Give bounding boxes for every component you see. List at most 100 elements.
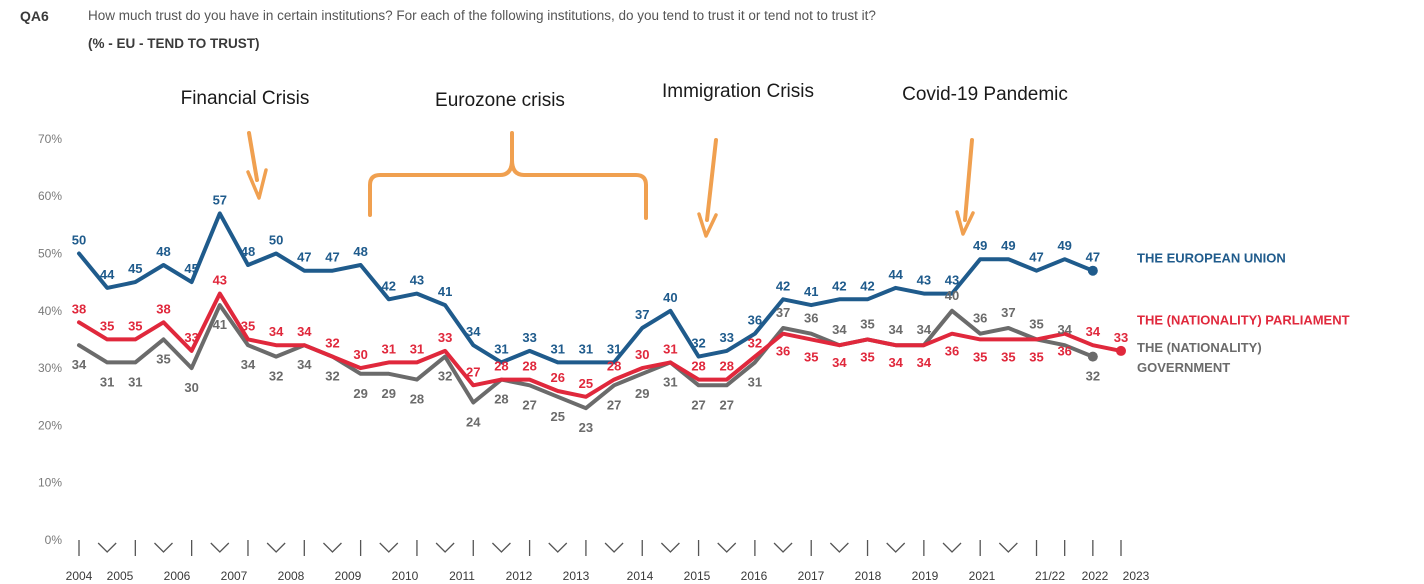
data-label-parliament: 32 xyxy=(325,336,339,351)
data-label-government: 31 xyxy=(100,374,114,389)
data-label-eu: 34 xyxy=(466,324,481,339)
data-label-parliament: 33 xyxy=(184,330,198,345)
x-tick-label: 2007 xyxy=(221,569,248,583)
data-label-eu: 31 xyxy=(551,341,565,356)
x-tick-label: 2017 xyxy=(798,569,825,583)
data-label-eu: 44 xyxy=(888,267,903,282)
data-label-parliament: 28 xyxy=(522,359,536,374)
annotation-financial-crisis: Financial Crisis xyxy=(181,88,310,109)
data-label-parliament: 35 xyxy=(100,318,114,333)
data-label-government: 34 xyxy=(241,357,256,372)
data-label-eu: 47 xyxy=(1029,250,1043,265)
data-label-government: 28 xyxy=(494,392,508,407)
data-label-parliament: 34 xyxy=(888,355,903,370)
data-label-government: 34 xyxy=(297,357,312,372)
x-tick-label: 2009 xyxy=(335,569,362,583)
x-tick-mark xyxy=(491,542,511,553)
y-tick-label: 30% xyxy=(38,361,62,375)
x-tick-mark xyxy=(660,542,680,553)
data-label-parliament: 36 xyxy=(945,344,959,359)
data-label-eu: 41 xyxy=(438,284,452,299)
data-label-parliament: 35 xyxy=(1029,349,1043,364)
data-label-eu: 31 xyxy=(579,341,593,356)
data-label-parliament: 28 xyxy=(691,359,705,374)
x-tick-label: 2014 xyxy=(627,569,654,583)
data-label-eu: 41 xyxy=(804,284,818,299)
x-tick-label: 2013 xyxy=(563,569,590,583)
data-label-parliament: 35 xyxy=(804,349,818,364)
data-label-parliament: 30 xyxy=(635,347,649,362)
series-line-government xyxy=(77,303,1095,411)
arrowhead-financial-crisis xyxy=(246,168,268,200)
data-label-eu: 47 xyxy=(297,250,311,265)
data-label-parliament: 35 xyxy=(973,349,987,364)
data-label-government: 40 xyxy=(945,288,959,303)
series-name-eu: THE EUROPEAN UNION xyxy=(1137,251,1286,266)
data-label-government: 35 xyxy=(156,351,170,366)
question-code: QA6 xyxy=(20,8,49,24)
arrowhead-covid-pandemic xyxy=(955,210,975,236)
data-label-government: 31 xyxy=(128,374,142,389)
brace-eurozone-crisis xyxy=(368,131,648,220)
series-end-marker-parliament xyxy=(1116,345,1126,356)
chart-subtitle: (% - EU - TEND TO TRUST) xyxy=(88,36,260,51)
data-label-parliament: 26 xyxy=(551,370,565,385)
data-label-eu: 50 xyxy=(72,233,86,248)
series-end-marker-eu xyxy=(1087,265,1098,276)
x-tick-mark xyxy=(210,542,230,553)
data-label-eu: 48 xyxy=(353,244,367,259)
y-tick-label: 10% xyxy=(38,476,62,490)
data-label-parliament: 31 xyxy=(410,341,424,356)
x-tick-label: 2021 xyxy=(969,569,996,583)
series-line-eu xyxy=(77,211,1095,365)
data-label-parliament: 34 xyxy=(917,355,932,370)
data-label-government: 34 xyxy=(72,357,87,372)
data-label-government: 41 xyxy=(213,317,227,332)
x-tick-label: 2018 xyxy=(855,569,882,583)
data-label-government: 31 xyxy=(748,374,762,389)
data-label-eu: 49 xyxy=(973,238,987,253)
x-tick-mark xyxy=(886,542,906,553)
data-label-government: 37 xyxy=(1001,305,1015,320)
arrow-covid-pandemic xyxy=(963,138,974,222)
data-label-parliament: 34 xyxy=(297,324,312,339)
series-name-parliament: THE (NATIONALITY) PARLIAMENT xyxy=(1137,312,1350,327)
y-tick-label: 20% xyxy=(38,418,62,432)
data-label-eu: 40 xyxy=(663,290,677,305)
annotation-eurozone-crisis: Eurozone crisis xyxy=(435,90,565,111)
data-label-parliament: 27 xyxy=(466,364,480,379)
data-label-eu: 45 xyxy=(184,261,198,276)
data-label-parliament: 35 xyxy=(241,318,255,333)
data-label-eu: 45 xyxy=(128,261,142,276)
data-label-eu: 31 xyxy=(494,341,508,356)
data-label-government: 36 xyxy=(973,311,987,326)
data-label-eu: 33 xyxy=(522,330,536,345)
data-label-government: 27 xyxy=(607,397,621,412)
data-label-eu: 37 xyxy=(635,307,649,322)
y-tick-label: 40% xyxy=(38,304,62,318)
y-tick-label: 0% xyxy=(45,533,63,547)
y-tick-label: 50% xyxy=(38,247,62,261)
data-label-parliament: 36 xyxy=(776,344,790,359)
data-label-parliament: 28 xyxy=(719,359,733,374)
data-label-government: 27 xyxy=(719,397,733,412)
x-tick-mark xyxy=(548,542,568,553)
y-tick-label: 60% xyxy=(38,189,62,203)
data-label-government: 32 xyxy=(1086,369,1100,384)
x-tick-mark xyxy=(604,542,624,553)
data-label-eu: 47 xyxy=(1086,250,1100,265)
x-tick-mark xyxy=(322,542,342,553)
data-label-government: 32 xyxy=(438,369,452,384)
data-label-government: 34 xyxy=(1057,322,1072,337)
data-label-parliament: 35 xyxy=(1001,349,1015,364)
x-tick-mark xyxy=(379,542,399,553)
data-label-eu: 31 xyxy=(607,341,621,356)
x-tick-mark xyxy=(998,542,1018,553)
x-tick-mark xyxy=(942,542,962,553)
data-label-eu: 43 xyxy=(945,273,959,288)
data-label-eu: 43 xyxy=(917,273,931,288)
data-label-parliament: 28 xyxy=(607,359,621,374)
x-tick-label: 2019 xyxy=(912,569,939,583)
x-tick-mark xyxy=(435,542,455,553)
data-label-government: 32 xyxy=(269,369,283,384)
